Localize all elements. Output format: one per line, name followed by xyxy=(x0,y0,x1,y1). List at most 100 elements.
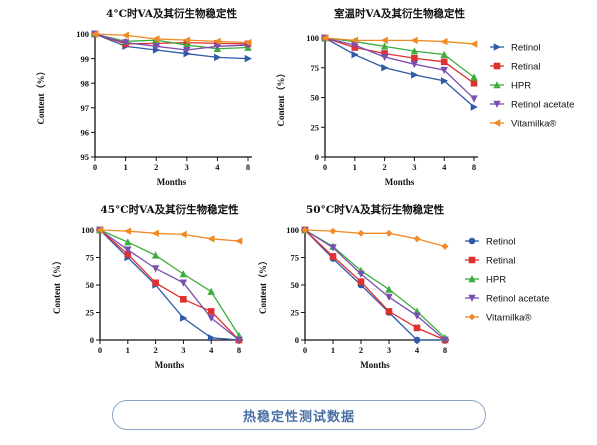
series-line-retinal xyxy=(324,37,475,84)
data-point-retinal xyxy=(413,324,421,332)
data-point-retinal xyxy=(357,278,365,285)
data-point-retinol-acetate xyxy=(207,314,215,322)
chart-title: 50°C时VA及其衍生物稳定性 xyxy=(306,203,445,216)
data-point-retinol-acetate xyxy=(183,46,191,54)
data-point-vitamilka xyxy=(380,36,388,45)
series-line-retinol xyxy=(99,229,240,341)
y-axis-label: Content（%） xyxy=(52,256,62,314)
legend-marker xyxy=(493,81,501,89)
data-point-retinol xyxy=(351,50,359,59)
data-point-retinol-acetate xyxy=(413,312,421,320)
legend-label: Retinal xyxy=(486,256,516,267)
data-point-vitamilka xyxy=(440,37,448,46)
data-point-retinal xyxy=(411,54,418,62)
data-point-hpr xyxy=(124,238,132,246)
x-tick-label: 3 xyxy=(387,345,391,355)
y-tick-label: 0 xyxy=(295,335,299,345)
data-point-vitamilka xyxy=(213,37,221,46)
data-point-retinol xyxy=(413,336,421,344)
legend-marker xyxy=(468,294,476,302)
data-point-hpr xyxy=(183,41,191,49)
series-line-retinal xyxy=(304,229,446,341)
chart-title: 室温时VA及其衍生物稳定性 xyxy=(334,7,465,20)
x-tick-label: 1 xyxy=(123,162,127,172)
x-axis-label: Months xyxy=(155,360,185,370)
y-tick-label: 50 xyxy=(86,280,95,290)
y-tick-label: 100 xyxy=(81,225,94,235)
series-line-retinol xyxy=(304,229,445,341)
legend-item-retinol-acetate: Retinol acetate xyxy=(490,100,574,111)
data-point-retinol-acetate xyxy=(152,43,160,51)
data-point-hpr xyxy=(440,50,448,58)
data-point-hpr xyxy=(179,270,188,278)
x-tick-label: 3 xyxy=(185,162,189,172)
legend-label: Retinol acetate xyxy=(486,294,549,305)
data-point-retinol-acetate xyxy=(380,53,389,61)
x-tick-label: 2 xyxy=(153,345,157,355)
legend-marker xyxy=(468,256,476,264)
x-tick-label: 1 xyxy=(353,162,357,172)
data-point-vitamilka xyxy=(441,243,449,250)
legend-marker xyxy=(493,43,501,51)
y-tick-label: 97 xyxy=(81,103,90,113)
data-point-retinol xyxy=(470,103,478,111)
data-point-retinol-acetate xyxy=(470,95,478,103)
legend-label: Retinal xyxy=(511,62,541,73)
legend-item-retinal: Retinal xyxy=(465,256,516,267)
legend-item-retinol-acetate: Retinol acetate xyxy=(465,294,549,305)
legend-label: HPR xyxy=(511,81,531,92)
data-point-retinal xyxy=(385,308,393,315)
data-point-retinol xyxy=(214,53,222,62)
series-line-hpr xyxy=(94,33,249,50)
y-axis-label: Content（%） xyxy=(276,69,286,127)
data-point-retinol-acetate xyxy=(351,41,359,50)
x-tick-label: 3 xyxy=(412,162,416,172)
data-point-retinol-acetate xyxy=(179,279,188,287)
y-tick-label: 75 xyxy=(311,63,320,73)
chart-panel-3: 45°C时VA及其衍生物稳定性 0 25 50 75 100 0 1 2 3 4 8 Months Con… xyxy=(52,203,243,370)
legend-item-vitamilka: Vitamilka® xyxy=(490,119,556,130)
data-point-retinol-acetate xyxy=(440,66,448,75)
data-point-retinol-acetate xyxy=(385,293,393,301)
data-point-vitamilka xyxy=(151,229,159,237)
x-tick-label: 4 xyxy=(215,162,220,172)
x-tick-label: 0 xyxy=(323,162,327,172)
y-tick-label: 0 xyxy=(315,152,319,162)
legend-marker xyxy=(493,100,501,108)
legend-label: Retinol xyxy=(511,43,541,54)
data-point-vitamilka xyxy=(413,235,421,243)
data-point-vitamilka xyxy=(321,34,329,42)
data-point-vitamilka xyxy=(91,30,99,38)
chart-title: 4°C时VA及其衍生物稳定性 xyxy=(106,7,237,20)
chart-panel-1: 4°C时VA及其衍生物稳定性 95 96 97 98 99 100 0 1 2 3 4 8 Months C… xyxy=(36,7,252,187)
data-point-retinol-acetate xyxy=(213,43,222,51)
data-point-retinal xyxy=(329,253,337,260)
x-tick-label: 0 xyxy=(93,162,97,172)
y-tick-label: 99 xyxy=(81,54,90,64)
data-point-vitamilka xyxy=(152,35,160,43)
y-axis-label: Content（%） xyxy=(258,256,268,314)
legend-item-vitamilka: Vitamilka® xyxy=(465,313,531,324)
series-line-retinol-acetate xyxy=(99,229,240,341)
x-tick-label: 1 xyxy=(126,345,130,355)
data-point-vitamilka xyxy=(329,227,337,235)
y-axis-label: Content（%） xyxy=(36,67,46,125)
caption-text: 热稳定性测试数据 xyxy=(242,409,355,425)
data-point-hpr xyxy=(207,287,215,295)
x-tick-label: 3 xyxy=(181,345,185,355)
y-tick-label: 100 xyxy=(286,225,299,235)
x-axis-label: Months xyxy=(360,360,390,370)
data-point-vitamilka xyxy=(410,36,418,45)
y-tick-label: 95 xyxy=(81,152,90,162)
x-tick-label: 8 xyxy=(237,345,241,355)
data-point-retinol xyxy=(207,334,216,342)
data-point-vitamilka xyxy=(182,36,191,44)
legend-item-retinol: Retinol xyxy=(490,43,541,54)
series-line-retinol xyxy=(324,37,475,108)
legend-marker xyxy=(493,62,501,70)
x-tick-label: 0 xyxy=(98,345,102,355)
data-point-vitamilka xyxy=(123,227,132,235)
y-tick-label: 75 xyxy=(291,253,300,263)
x-tick-label: 1 xyxy=(331,345,335,355)
data-point-hpr xyxy=(410,47,419,55)
